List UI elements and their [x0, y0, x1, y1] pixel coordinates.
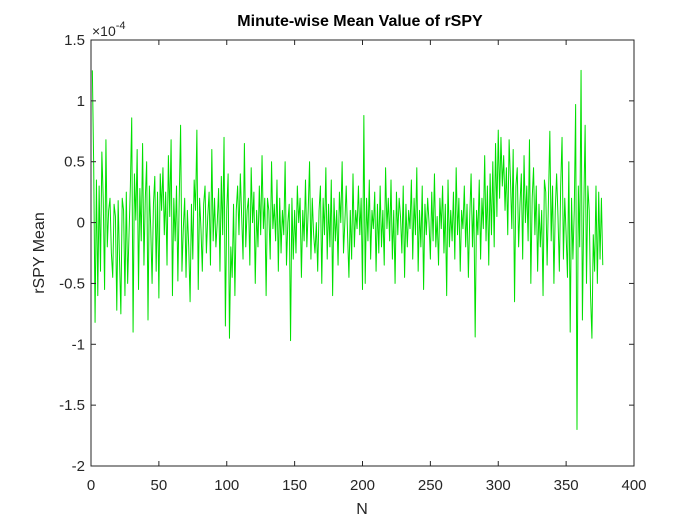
x-tick-label: 350: [554, 477, 579, 494]
y-axis-ticks: -2 -1.5 -1 -0.5 0 0.5 1 1.5: [59, 32, 634, 475]
x-tick-label: 300: [486, 477, 511, 494]
x-tick-label: 50: [151, 477, 168, 494]
y-tick-label: 1: [77, 93, 85, 110]
plot-area: [90, 39, 635, 467]
y-tick-label: -1.5: [59, 397, 85, 414]
x-axis-ticks: 0 50 100 150 200 250 300 350 400: [87, 40, 647, 494]
x-tick-label: 150: [282, 477, 307, 494]
x-tick-label: 100: [214, 477, 239, 494]
y-tick-label: 0.5: [64, 154, 85, 171]
y-tick-label: 0: [77, 215, 85, 232]
y-tick-label: -2: [72, 458, 85, 475]
y-tick-label: -1: [72, 336, 85, 353]
x-tick-label: 400: [621, 477, 646, 494]
y-tick-label: -0.5: [59, 275, 85, 292]
y-tick-label: 1.5: [64, 32, 85, 49]
x-tick-label: 200: [350, 477, 375, 494]
x-axis-label: N: [356, 501, 368, 518]
series-line-0: [91, 69, 604, 430]
x-tick-label: 250: [418, 477, 443, 494]
series-layer: [91, 69, 604, 430]
chart-title: Minute-wise Mean Value of rSPY: [237, 13, 483, 30]
x-tick-label: 0: [87, 477, 95, 494]
y-exponent-label: ×10-4: [92, 20, 126, 39]
y-axis-label: rSPY Mean: [31, 212, 48, 294]
